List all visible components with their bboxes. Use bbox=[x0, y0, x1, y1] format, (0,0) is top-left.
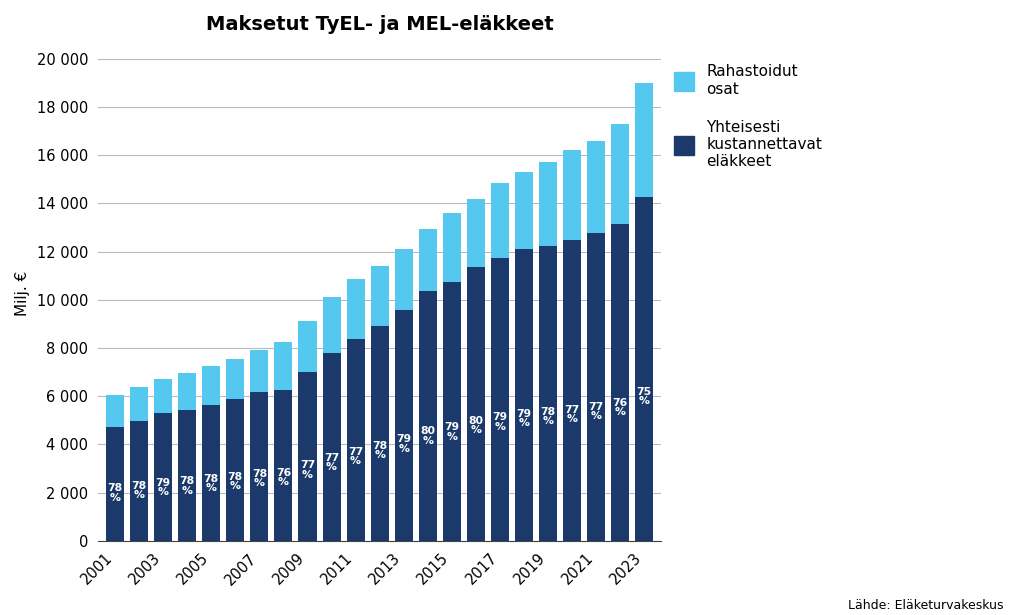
Bar bbox=[323, 354, 341, 541]
Text: 77
%: 77 % bbox=[348, 446, 364, 466]
Bar bbox=[563, 150, 582, 240]
Text: 79
%: 79 % bbox=[396, 434, 412, 454]
Bar bbox=[611, 224, 630, 541]
Bar bbox=[490, 258, 509, 541]
Bar bbox=[106, 427, 124, 541]
Bar bbox=[130, 421, 148, 541]
Bar bbox=[154, 413, 172, 541]
Bar bbox=[587, 232, 605, 541]
Bar bbox=[611, 124, 630, 224]
Text: 79
%: 79 % bbox=[516, 409, 531, 428]
Text: 78
%: 78 % bbox=[179, 477, 195, 496]
Text: 77
%: 77 % bbox=[300, 460, 315, 480]
Bar bbox=[515, 172, 534, 250]
Bar bbox=[467, 199, 485, 267]
Text: 78
%: 78 % bbox=[227, 472, 243, 491]
Text: 80
%: 80 % bbox=[420, 426, 435, 445]
Bar bbox=[298, 372, 316, 541]
Bar bbox=[346, 279, 365, 339]
Text: 79
%: 79 % bbox=[444, 423, 460, 442]
Bar bbox=[274, 342, 293, 390]
Text: 78
%: 78 % bbox=[372, 441, 387, 461]
Bar bbox=[178, 410, 197, 541]
Text: 79
%: 79 % bbox=[493, 413, 508, 432]
Bar bbox=[419, 291, 437, 541]
Bar bbox=[635, 197, 653, 541]
Bar bbox=[515, 250, 534, 541]
Bar bbox=[539, 162, 557, 245]
Text: 78
%: 78 % bbox=[131, 481, 146, 500]
Bar bbox=[226, 399, 245, 541]
Bar bbox=[130, 387, 148, 421]
Bar bbox=[250, 351, 268, 392]
Bar bbox=[178, 373, 197, 410]
Bar bbox=[419, 229, 437, 291]
Bar bbox=[154, 379, 172, 413]
Text: 78
%: 78 % bbox=[252, 469, 267, 488]
Bar bbox=[467, 267, 485, 541]
Bar bbox=[371, 327, 389, 541]
Text: 78
%: 78 % bbox=[204, 474, 219, 493]
Text: 80
%: 80 % bbox=[468, 416, 483, 435]
Bar bbox=[298, 322, 316, 372]
Text: 75
%: 75 % bbox=[637, 387, 652, 406]
Text: 78
%: 78 % bbox=[541, 407, 556, 426]
Text: 79
%: 79 % bbox=[156, 478, 171, 497]
Bar bbox=[394, 249, 413, 311]
Bar bbox=[250, 392, 268, 541]
Bar bbox=[539, 245, 557, 541]
Bar bbox=[394, 311, 413, 541]
Bar bbox=[563, 240, 582, 541]
Bar bbox=[226, 359, 245, 399]
Bar bbox=[490, 183, 509, 258]
Bar bbox=[202, 366, 220, 405]
Text: 78
%: 78 % bbox=[108, 483, 123, 502]
Bar bbox=[371, 266, 389, 327]
Y-axis label: Milj. €: Milj. € bbox=[15, 271, 30, 316]
Bar bbox=[442, 282, 461, 541]
Text: 77
%: 77 % bbox=[589, 402, 604, 421]
Text: 76
%: 76 % bbox=[612, 398, 628, 418]
Text: 77
%: 77 % bbox=[324, 453, 339, 472]
Bar bbox=[274, 390, 293, 541]
Text: Lähde: Eläketurvakeskus: Lähde: Eläketurvakeskus bbox=[848, 599, 1004, 612]
Title: Maksetut TyEL- ja MEL-eläkkeet: Maksetut TyEL- ja MEL-eläkkeet bbox=[206, 15, 554, 34]
Bar bbox=[346, 339, 365, 541]
Bar bbox=[202, 405, 220, 541]
Legend: Rahastoidut
osat, Yhteisesti
kustannettavat
eläkkeet: Rahastoidut osat, Yhteisesti kustannetta… bbox=[675, 64, 822, 169]
Bar bbox=[635, 83, 653, 197]
Text: 77
%: 77 % bbox=[564, 405, 580, 424]
Bar bbox=[106, 395, 124, 427]
Bar bbox=[323, 298, 341, 354]
Text: 76
%: 76 % bbox=[275, 468, 291, 487]
Bar bbox=[442, 213, 461, 282]
Bar bbox=[587, 141, 605, 232]
